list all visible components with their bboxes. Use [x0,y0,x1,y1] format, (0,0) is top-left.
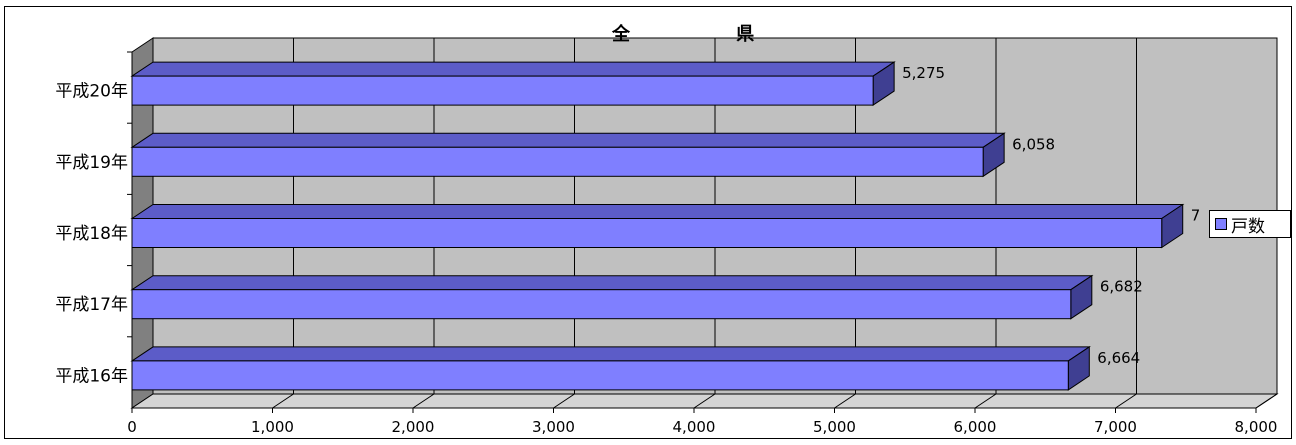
category-label: 平成20年 [55,82,128,102]
chart-frame [4,6,1292,439]
gridline-floor [272,393,294,409]
x-tick-label: 2,000 [392,418,435,436]
data-label: 7 [1191,207,1201,225]
bar-top-face [130,346,1091,362]
gridline-floor [553,393,575,409]
legend-swatch [1215,218,1227,230]
x-tick-label: 4,000 [673,418,716,436]
category-label: 平成16年 [55,366,128,386]
data-label: 6,664 [1097,349,1140,367]
bar [131,218,1163,248]
x-tick-label: 3,000 [532,418,575,436]
x-tick-label: 7,000 [1094,418,1137,436]
x-tick-label: 8,000 [1235,418,1278,436]
gridline-floor [412,393,435,409]
bar-top-face [130,61,896,77]
chart-title: 全 県 [611,23,804,45]
bar [131,146,984,177]
x-tick-label: 6,000 [954,418,997,436]
legend: 戸数 [1209,210,1291,238]
x-tick-label: 0 [127,418,137,436]
bar [131,75,874,106]
data-label: 5,275 [902,64,945,82]
gridline-floor [1255,393,1278,409]
data-label: 6,682 [1100,278,1143,296]
bar [131,360,1069,391]
bar-top-face [130,275,1094,291]
category-label: 平成18年 [55,224,128,244]
gridline-floor [693,393,716,409]
bar-top-face [130,132,1006,148]
gridline-floor [1115,393,1137,409]
data-label: 6,058 [1012,135,1055,153]
category-label: 平成17年 [55,295,128,315]
category-label: 平成19年 [55,153,128,173]
bar-top-face [130,204,1185,219]
bar [131,289,1072,320]
x-tick-label: 1,000 [251,418,294,436]
legend-label: 戸数 [1231,216,1265,237]
gridline-floor [834,393,856,409]
x-tick-label: 5,000 [813,418,856,436]
gridline-floor [974,393,997,409]
